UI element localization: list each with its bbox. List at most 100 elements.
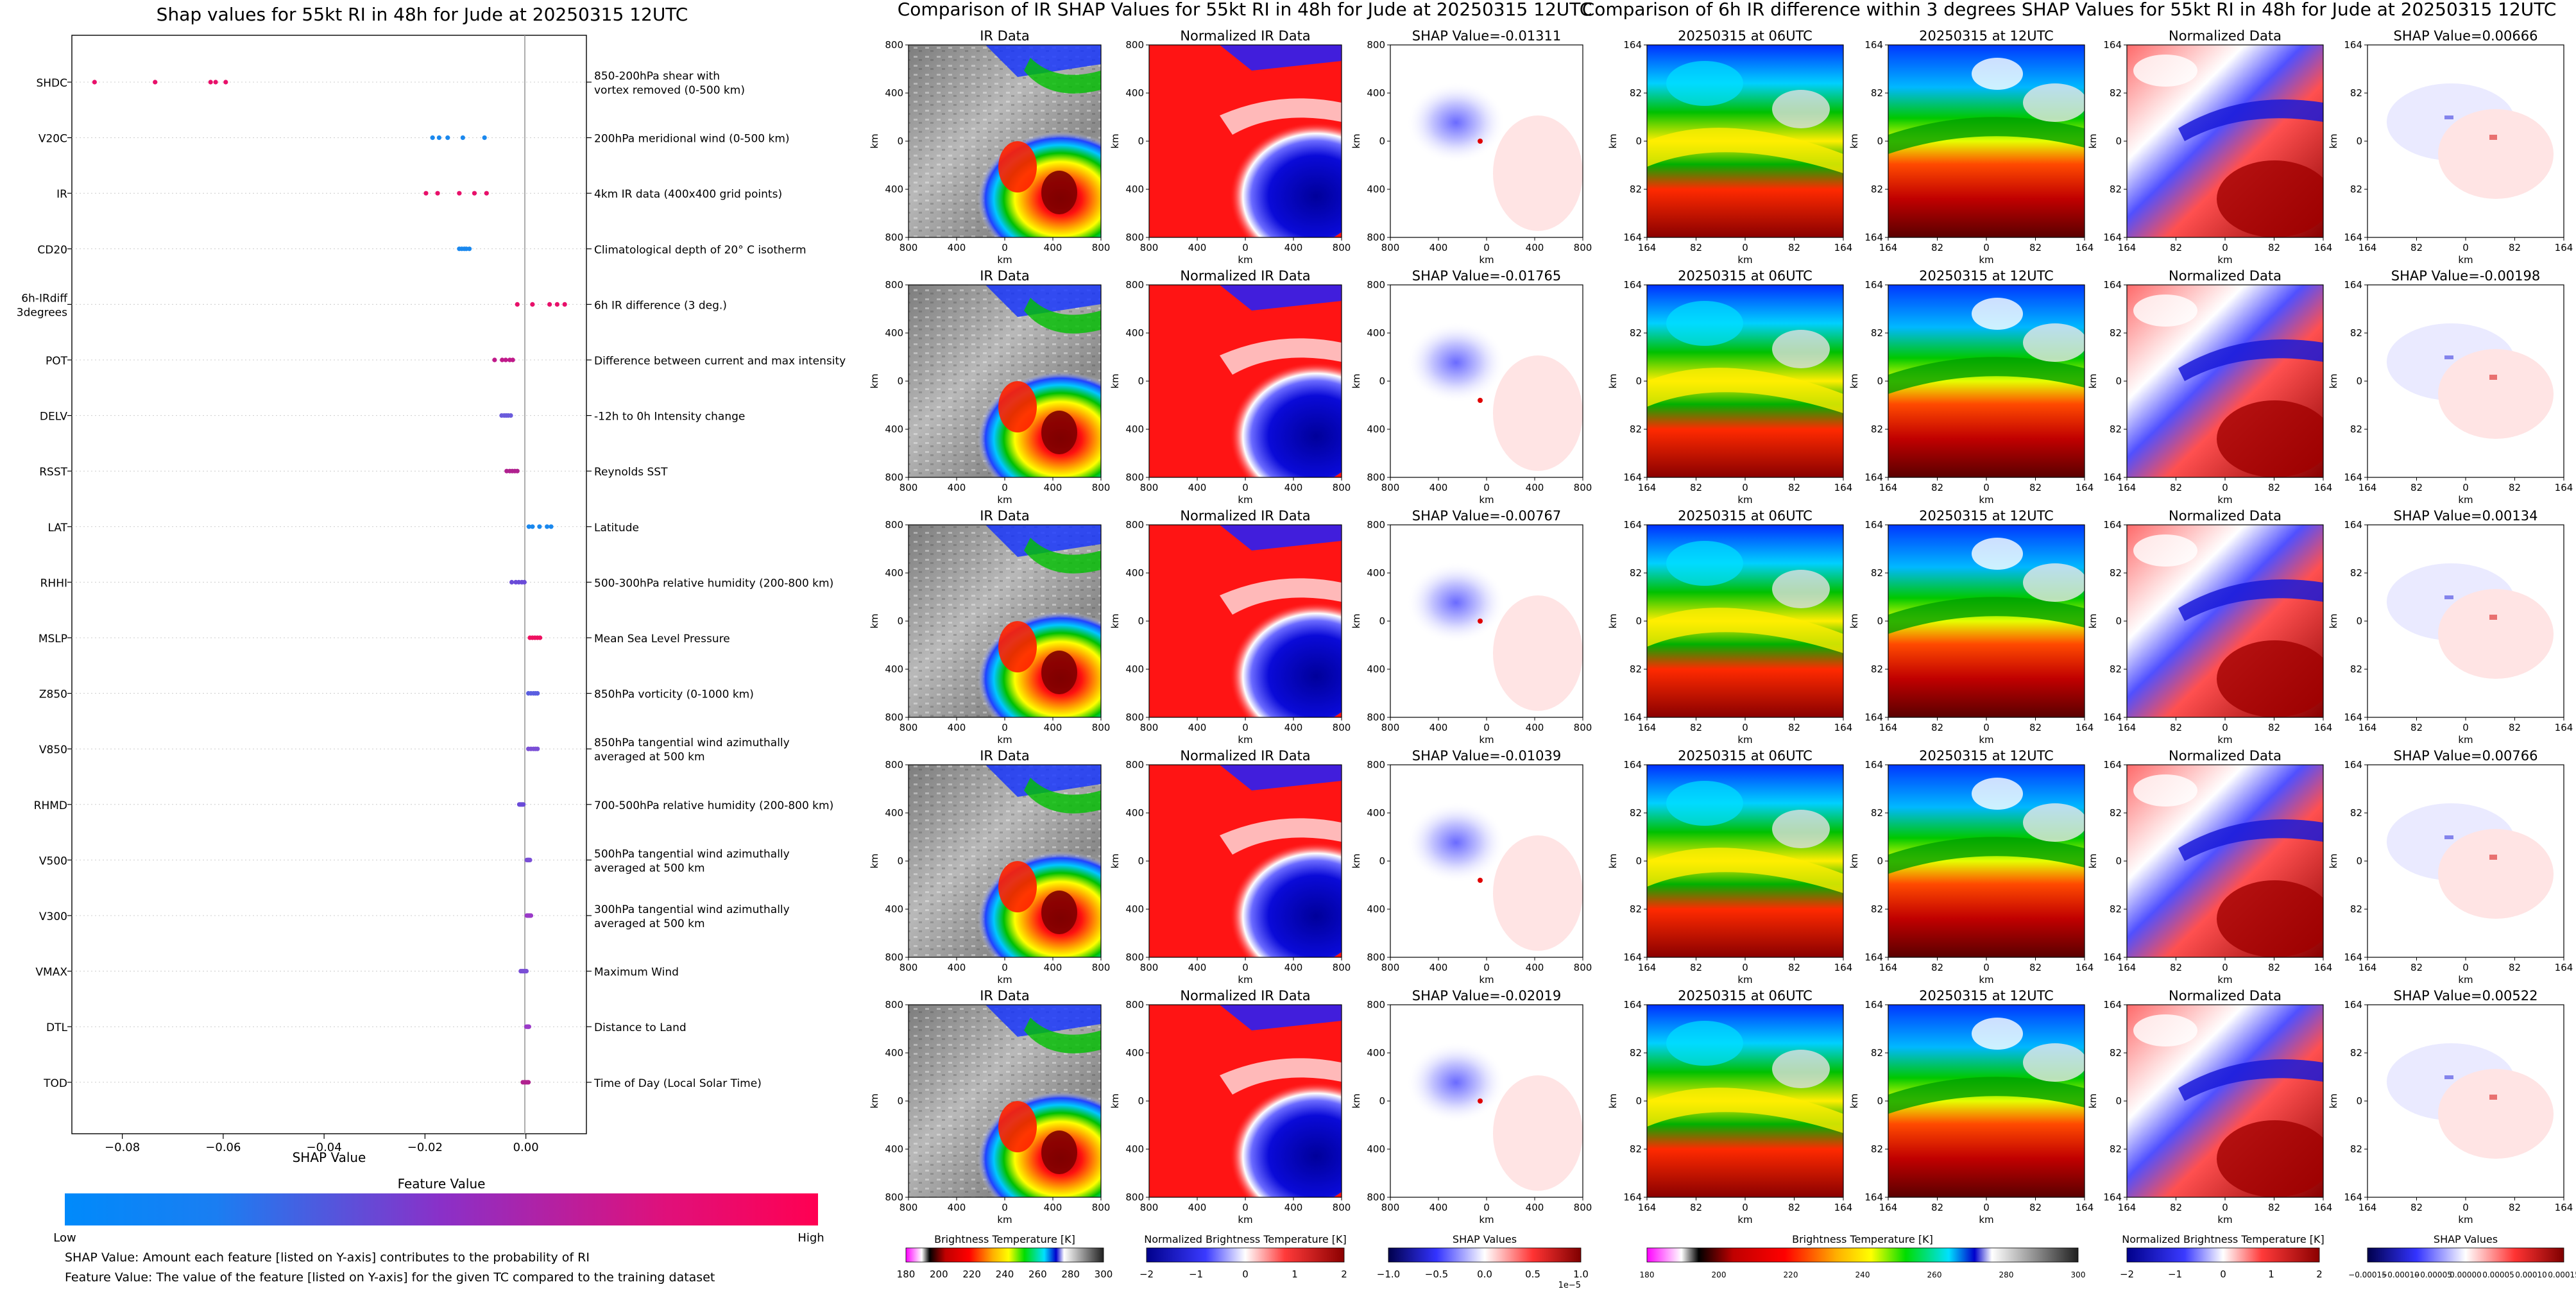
panel-title: SHAP Value=0.00522	[2394, 988, 2538, 1003]
x-tick-label: 400	[1429, 962, 1448, 973]
diff-t2-panel: 20250315 at 12UTC1641648282008282164164k…	[1848, 988, 2094, 1225]
feature-description-label: vortex removed (0-500 km)	[594, 84, 745, 97]
x-tick-label: 0	[2462, 962, 2469, 973]
x-tick-label: 400	[1526, 242, 1544, 253]
x-tick-label: 400	[1284, 722, 1303, 733]
shap-point	[509, 579, 515, 585]
x-axis-label: km	[1238, 974, 1252, 986]
x-tick-label: 400	[1526, 722, 1544, 733]
y-tick-label: 82	[1871, 663, 1883, 675]
y-axis-label: km	[1351, 1093, 1362, 1108]
colorbar-gradient	[65, 1193, 818, 1225]
shap-point	[472, 191, 477, 196]
bt-cold-cell	[1666, 301, 1743, 346]
feature-value-colorbar: Feature Value Low High	[53, 1176, 824, 1245]
feature-code-label: DELV	[40, 411, 67, 423]
colorbar-title: Feature Value	[398, 1176, 486, 1191]
x-tick-label: 164	[1879, 722, 1898, 733]
x-tick-label: 164	[2358, 242, 2377, 253]
shap-point	[538, 635, 543, 640]
shap-hot-pixel	[1478, 1098, 1483, 1104]
ir-panel-grid: IR Data 800 800 400 400 0 0 400 400 800 800 km km Nor…	[869, 28, 1592, 1225]
panel-title: SHAP Value=-0.00198	[2391, 268, 2541, 284]
normalized-cold-region	[1194, 336, 1342, 477]
y-axis-label: km	[869, 1093, 880, 1108]
feature-description-label: 850hPa vorticity (0-1000 km)	[594, 688, 754, 701]
x-axis-label: km	[1979, 254, 1993, 266]
x-tick-label: 82	[2029, 722, 2042, 733]
colorbar-tick-label: −1	[2168, 1268, 2182, 1280]
x-tick-label: 82	[2029, 242, 2042, 253]
x-axis-label: km	[997, 734, 1012, 746]
colorbar-tick-label: 200	[930, 1268, 948, 1280]
shap-point	[436, 135, 442, 141]
bt-cold-cell	[1666, 781, 1743, 826]
x-tick-label: 164	[2358, 482, 2377, 493]
y-tick-label: 164	[1623, 472, 1642, 483]
x-tick-label: 0	[2462, 482, 2469, 493]
y-tick-label: 0	[1379, 1095, 1385, 1107]
feature-description-label: 700-500hPa relative humidity (200-800 km…	[594, 799, 833, 812]
panel-title: Normalized Data	[2169, 748, 2282, 764]
panel-title: 20250315 at 06UTC	[1678, 268, 1813, 284]
x-tick-label: 164	[2555, 1202, 2573, 1213]
y-tick-label: 82	[2110, 903, 2122, 915]
feature-row: RSST Reynolds SST	[39, 466, 668, 479]
x-axis-label: km	[1979, 974, 1993, 986]
x-axis-label: km	[1479, 734, 1494, 746]
ir-hot-spot	[998, 381, 1037, 432]
x-tick-label: 82	[2268, 1202, 2280, 1213]
y-axis-label: km	[1848, 613, 1860, 628]
panel-image	[1647, 765, 1843, 957]
x-tick-label: −0.08	[105, 1141, 140, 1154]
x-tick-label: 800	[1333, 242, 1351, 253]
x-tick-label: 800	[1333, 722, 1351, 733]
feature-row: V500 500hPa tangential wind azimuthally av…	[39, 848, 790, 875]
shap-map-image	[1390, 1005, 1583, 1197]
y-tick-label: 164	[2344, 519, 2362, 531]
x-tick-label: 164	[2555, 962, 2573, 973]
shap-point	[530, 524, 535, 529]
shap-map-image	[1390, 45, 1583, 237]
y-tick-label: 400	[1367, 1047, 1385, 1059]
y-tick-label: 164	[1864, 472, 1883, 483]
x-axis-label: km	[1479, 254, 1494, 266]
y-tick-label: 400	[885, 423, 903, 435]
y-tick-label: 82	[2350, 1047, 2362, 1059]
shap-hot-pixel	[2489, 1095, 2497, 1100]
x-tick-label: 400	[1044, 482, 1062, 493]
bt-warm-cell	[1972, 538, 2023, 570]
x-tick-label: 164	[2118, 1202, 2137, 1213]
panel-title: 20250315 at 12UTC	[1919, 988, 2054, 1003]
norm-neutral-region	[2133, 295, 2197, 327]
y-tick-label: 0	[1877, 615, 1883, 627]
feature-description-label: Time of Day (Local Solar Time)	[593, 1077, 762, 1090]
y-tick-label: 800	[885, 759, 903, 771]
feature-row: DTL Distance to Land	[46, 1021, 687, 1034]
panel-title: Normalized IR Data	[1180, 988, 1310, 1003]
feature-description-label: Mean Sea Level Pressure	[594, 633, 730, 645]
y-tick-label: 0	[897, 135, 903, 147]
panel-title: IR Data	[980, 508, 1030, 524]
colorbar-tick-label: −0.00015	[2348, 1270, 2387, 1279]
x-axis-label: km	[2458, 254, 2473, 266]
ir-storm-core	[937, 339, 1101, 477]
x-tick-label: 400	[1044, 242, 1062, 253]
y-tick-label: 164	[1864, 759, 1883, 771]
x-tick-label: 800	[900, 962, 918, 973]
x-axis-label: km	[1737, 254, 1752, 266]
bt-warm-cell	[1772, 1050, 1830, 1088]
shap-point	[537, 524, 542, 529]
x-tick-label: 82	[1690, 722, 1702, 733]
shap-point	[535, 691, 540, 696]
feature-description-label: averaged at 500 km	[594, 918, 705, 930]
y-tick-label: 0	[1877, 855, 1883, 867]
x-tick-label: 164	[2314, 722, 2333, 733]
shap-map-image	[1390, 285, 1583, 477]
ir-image	[908, 765, 1101, 957]
x-tick-label: 0	[1002, 962, 1008, 973]
x-tick-label: 164	[2555, 482, 2573, 493]
y-tick-label: 82	[2110, 184, 2122, 195]
x-tick-label: 164	[2118, 482, 2137, 493]
y-tick-label: 400	[1125, 1047, 1144, 1059]
